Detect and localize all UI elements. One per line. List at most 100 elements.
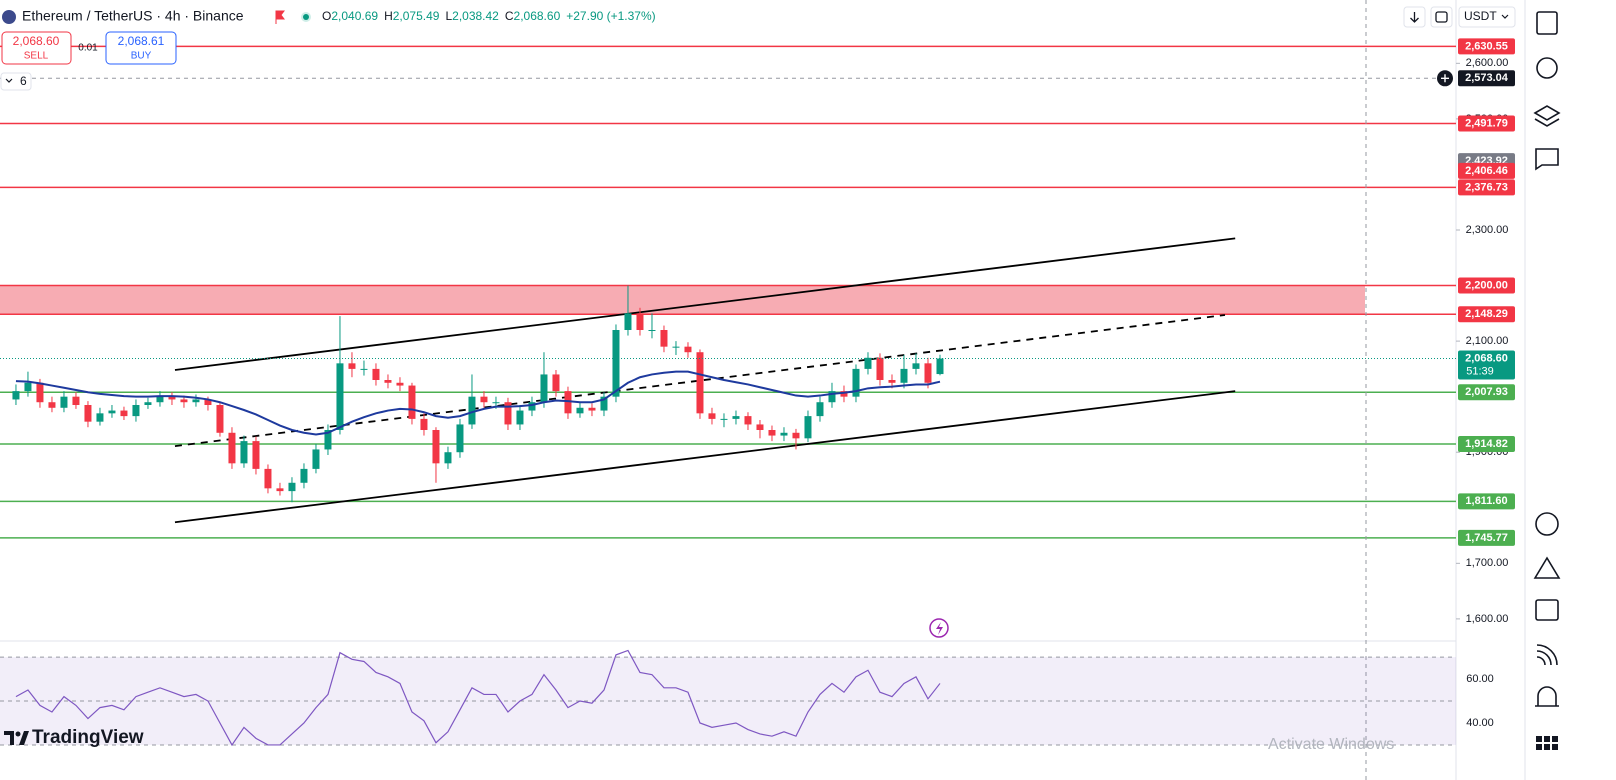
candle-body <box>576 407 584 414</box>
refresh-button[interactable] <box>1430 6 1453 28</box>
ohlc-value: 2,075.49 <box>393 9 440 23</box>
candle-body <box>252 441 260 469</box>
brand-logo <box>4 731 29 745</box>
y-tick-label: 1,600.00 <box>1466 613 1509 625</box>
candle-body <box>624 313 632 330</box>
candle-body <box>852 368 860 397</box>
candle-body <box>528 402 536 411</box>
candle-body <box>96 413 104 422</box>
candle-body <box>828 391 836 403</box>
candle-body <box>924 363 932 383</box>
candle-body <box>300 468 308 483</box>
y-tick-label: 2,100.00 <box>1466 335 1509 347</box>
flag-icon[interactable] <box>275 10 285 24</box>
speed-icon[interactable] <box>1535 512 1559 536</box>
plot-front: 2,630.55 2,491.79 2,376.73 2,200.00 2,148.29… <box>1458 38 1515 546</box>
ohlc-key: L <box>445 9 452 23</box>
price-tag-label: 1,914.82 <box>1465 438 1508 450</box>
chevron-icon <box>1501 14 1509 19</box>
alert-icon[interactable] <box>1536 57 1558 79</box>
price-tag <box>1458 115 1515 132</box>
candle-body <box>780 432 788 436</box>
candle-body <box>456 424 464 453</box>
candle-body <box>84 405 92 422</box>
currency-select[interactable] <box>1458 6 1516 28</box>
candle-body <box>372 368 380 380</box>
download-icon <box>1410 12 1419 23</box>
candle-body <box>216 405 224 433</box>
trendline <box>174 237 1236 371</box>
calendar-icon[interactable] <box>1535 599 1559 621</box>
candle-body <box>324 430 332 450</box>
price-tag-label: 2,573.04 <box>1465 72 1509 84</box>
rsi-tick-label: 60.00 <box>1466 673 1494 685</box>
price-tag-label: 1,811.60 <box>1465 495 1507 507</box>
sell-button[interactable] <box>1 31 72 65</box>
candle-body <box>768 430 776 436</box>
ohlc-value: 2,038.42 <box>452 9 499 23</box>
candle-body <box>444 452 452 464</box>
refresh-icon <box>1435 11 1448 23</box>
buy-button[interactable] <box>105 31 177 65</box>
candle-body <box>504 402 512 425</box>
ideas-icon[interactable] <box>1533 556 1561 579</box>
watermark: Activate Windows <box>1268 736 1394 753</box>
candle-body <box>480 396 488 403</box>
layers-icon[interactable] <box>1533 105 1561 127</box>
candle-body <box>840 391 848 397</box>
candle-body <box>60 396 68 408</box>
ohlc-header: O2,040.69 H2,075.49 L2,038.42 C2,068.60 +27.… <box>322 9 656 23</box>
indicator-toggle[interactable] <box>0 72 32 91</box>
candle-body <box>204 399 212 405</box>
candle-body <box>804 416 812 439</box>
candle-body <box>720 418 728 420</box>
candle-body <box>228 432 236 464</box>
plot-back: 2,600.002,500.002,300.002,100.001,900.00… <box>0 0 1508 780</box>
ohlc-key: C <box>505 9 514 23</box>
price-tag <box>1458 529 1515 546</box>
candle-body <box>120 410 128 417</box>
candle-body <box>756 424 764 430</box>
lightning-bolt <box>936 622 943 635</box>
spread: 0.01 <box>78 43 98 54</box>
apps-icon[interactable] <box>1536 736 1558 750</box>
status-dot <box>303 14 309 20</box>
ohlc-key: O <box>322 9 331 23</box>
symbol-title[interactable]: Ethereum / TetherUS · 4h · Binance <box>22 8 244 24</box>
price-tag <box>1458 493 1515 510</box>
chat-icon[interactable] <box>1535 148 1559 171</box>
moving-average <box>15 370 941 436</box>
candle-body <box>276 488 284 492</box>
price-tag-label: 2,148.29 <box>1465 308 1508 320</box>
candle-body <box>12 391 20 400</box>
watchlist-icon[interactable] <box>1536 11 1558 35</box>
trendline <box>174 390 1236 524</box>
y-tick-label: 2,300.00 <box>1466 224 1509 236</box>
notifications-icon[interactable] <box>1535 686 1559 707</box>
candle-body <box>420 418 428 430</box>
candle-body <box>312 449 320 469</box>
candle-body <box>156 396 164 403</box>
sell-label: SELL <box>24 51 49 62</box>
candle-body <box>708 413 716 419</box>
stream-icon[interactable] <box>1536 644 1558 666</box>
add-alert-plus <box>1441 74 1449 83</box>
ohlc-key: H <box>384 9 393 23</box>
candle-body <box>900 368 908 383</box>
rsi-tick-label: 40.00 <box>1466 717 1494 729</box>
candle-body <box>24 382 32 392</box>
candle-body <box>552 374 560 392</box>
candle-body <box>408 385 416 419</box>
price-tag-label: 2,068.60 <box>1465 352 1508 364</box>
candle-body <box>792 432 800 439</box>
brand-logo-dot <box>15 731 21 737</box>
candle-body <box>648 330 656 331</box>
lightning-icon[interactable] <box>929 618 949 638</box>
price-tag-label: 1,745.77 <box>1465 532 1508 544</box>
buy-price: 2,068.61 <box>118 34 165 48</box>
price-tag <box>1458 277 1515 294</box>
sell-price: 2,068.60 <box>13 34 60 48</box>
price-tag <box>1458 70 1515 87</box>
candle-body <box>468 396 476 425</box>
